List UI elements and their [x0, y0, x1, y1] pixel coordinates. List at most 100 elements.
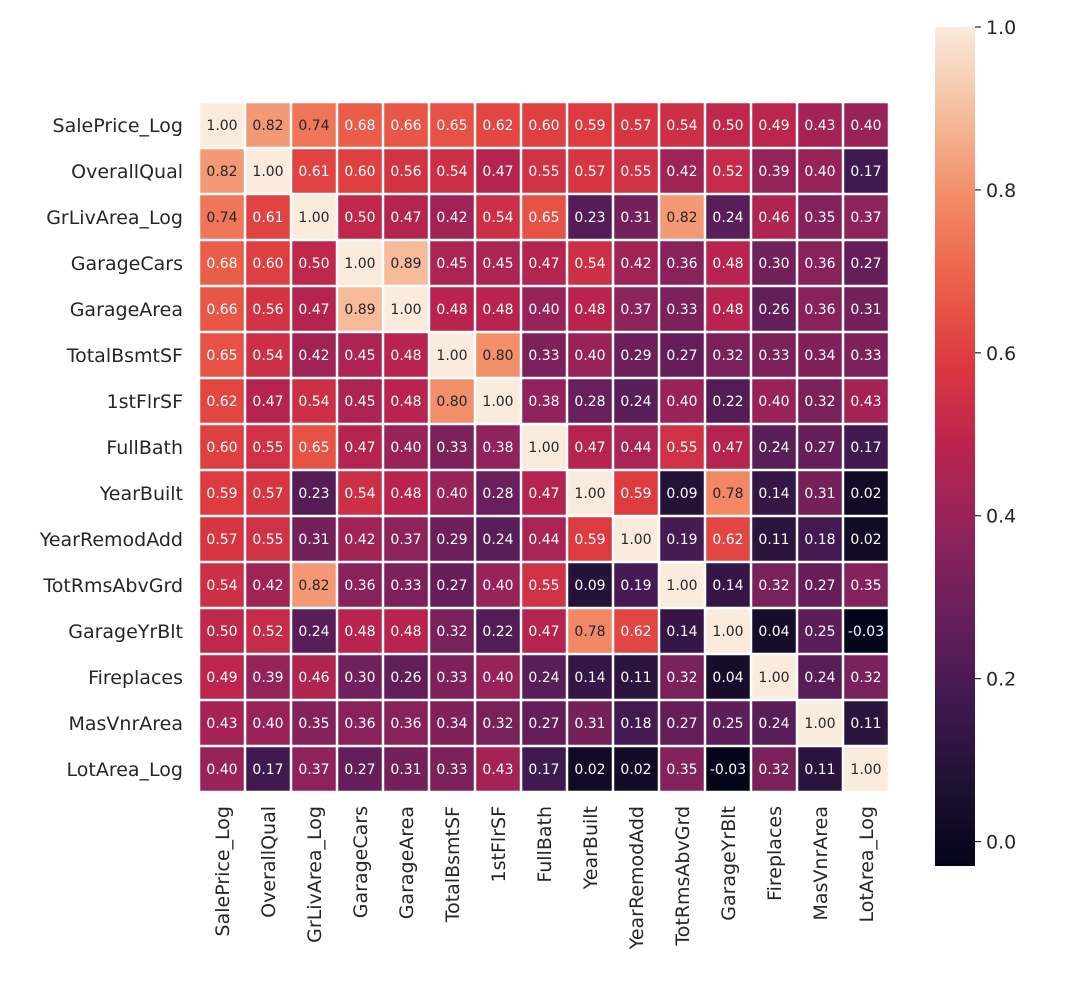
heatmap-cell: [660, 333, 704, 377]
cell-value-label: 0.30: [344, 670, 375, 686]
cell-value-label: 0.48: [344, 624, 375, 640]
heatmap-cell: [338, 241, 382, 285]
x-tick-label: GarageCars: [350, 806, 372, 918]
cell-value-label: 0.60: [528, 118, 559, 134]
heatmap-cell: [292, 747, 336, 791]
heatmap-cell: [476, 701, 520, 745]
cell-value-label: 0.66: [206, 302, 237, 318]
heatmap-cell: [844, 241, 888, 285]
cell-value-label: 0.39: [252, 670, 283, 686]
heatmap-cell: [522, 195, 566, 239]
cell-value-label: 0.65: [528, 210, 559, 226]
cell-value-label: 0.48: [482, 302, 513, 318]
cell-value-label: 0.02: [620, 762, 651, 778]
heatmap-cell: [292, 563, 336, 607]
cell-value-label: 0.32: [436, 624, 467, 640]
heatmap-cell: [844, 103, 888, 147]
heatmap-cell: [246, 425, 290, 469]
cell-value-label: 1.00: [804, 716, 835, 732]
cell-value-label: 0.23: [574, 210, 605, 226]
cell-value-label: 0.55: [528, 578, 559, 594]
cell-value-label: 0.74: [206, 210, 237, 226]
heatmap-cell: [568, 609, 612, 653]
cell-value-label: 0.34: [436, 716, 467, 732]
cell-value-label: 0.27: [666, 716, 697, 732]
cell-value-label: 0.24: [758, 440, 789, 456]
cell-value-label: 0.42: [298, 348, 329, 364]
cell-value-label: 0.31: [850, 302, 881, 318]
cell-value-label: 0.54: [482, 210, 513, 226]
cell-value-label: 0.11: [804, 762, 835, 778]
heatmap-cell: [522, 149, 566, 193]
heatmap-cell: [614, 655, 658, 699]
cell-value-label: 0.26: [758, 302, 789, 318]
cell-value-label: 0.29: [436, 532, 467, 548]
heatmap-cell: [384, 333, 428, 377]
heatmap-cell: [660, 103, 704, 147]
heatmap-cell: [430, 425, 474, 469]
heatmap-cell: [798, 195, 842, 239]
heatmap-cell: [614, 701, 658, 745]
y-tick-label: TotalBsmtSF: [66, 345, 183, 367]
heatmap-cell: [522, 655, 566, 699]
heatmap-cell: [338, 287, 382, 331]
cell-value-label: 0.39: [758, 164, 789, 180]
heatmap-cell: [476, 517, 520, 561]
heatmap-cell: [522, 379, 566, 423]
heatmap-cell: [568, 655, 612, 699]
x-tick-label: MasVnrArea: [810, 806, 832, 921]
heatmap-cell: [660, 563, 704, 607]
cell-value-label: 0.24: [528, 670, 559, 686]
cell-value-label: 1.00: [206, 118, 237, 134]
heatmap-cell: [246, 517, 290, 561]
heatmap-cell: [752, 333, 796, 377]
heatmap-cell: [798, 609, 842, 653]
cell-value-label: 0.45: [436, 256, 467, 272]
cell-value-label: 0.34: [804, 348, 835, 364]
x-tick-label: YearBuilt: [580, 806, 602, 890]
heatmap-cell: [292, 287, 336, 331]
heatmap-cell: [522, 747, 566, 791]
cell-value-label: 0.54: [574, 256, 605, 272]
heatmap-cell: [706, 241, 750, 285]
y-tick-label: GarageYrBlt: [68, 621, 183, 643]
cell-value-label: 0.36: [390, 716, 421, 732]
cell-value-label: 0.45: [482, 256, 513, 272]
heatmap-cell: [614, 149, 658, 193]
heatmap-cell: [338, 195, 382, 239]
cell-value-label: 0.35: [804, 210, 835, 226]
x-tick-label: TotRmsAbvGrd: [672, 806, 694, 947]
cell-value-label: 0.47: [344, 440, 375, 456]
y-tick-label: GarageArea: [70, 299, 183, 321]
heatmap-cell: [338, 517, 382, 561]
cell-value-label: 0.43: [206, 716, 237, 732]
colorbar-ticks: 0.0 0.2 0.4 0.6 0.8 1.0: [975, 17, 1016, 854]
cell-value-label: 0.74: [298, 118, 329, 134]
heatmap-cell: [430, 287, 474, 331]
cell-value-label: 0.45: [344, 394, 375, 410]
heatmap-cell: [798, 701, 842, 745]
cell-value-label: 0.14: [758, 486, 789, 502]
cell-value-label: 0.44: [620, 440, 651, 456]
cell-value-label: 0.02: [850, 486, 881, 502]
cell-value-label: 0.61: [298, 164, 329, 180]
cell-value-label: 0.33: [528, 348, 559, 364]
cell-value-label: 0.31: [804, 486, 835, 502]
cell-value-label: -0.03: [848, 624, 884, 640]
heatmap-cell: [384, 609, 428, 653]
heatmap-cell: [752, 609, 796, 653]
cell-value-label: 1.00: [482, 394, 513, 410]
cell-value-label: 0.48: [574, 302, 605, 318]
heatmap-cell: [338, 609, 382, 653]
cell-value-label: 0.27: [344, 762, 375, 778]
heatmap-cell: [844, 747, 888, 791]
cell-value-label: 0.55: [666, 440, 697, 456]
colorbar-gradient: [935, 27, 975, 866]
heatmap-cell: [660, 471, 704, 515]
cell-value-label: 1.00: [390, 302, 421, 318]
heatmap-cell: [706, 149, 750, 193]
cell-value-label: 0.32: [758, 762, 789, 778]
heatmap-cell: [844, 425, 888, 469]
cell-value-label: 0.36: [804, 302, 835, 318]
cell-value-label: 0.37: [390, 532, 421, 548]
